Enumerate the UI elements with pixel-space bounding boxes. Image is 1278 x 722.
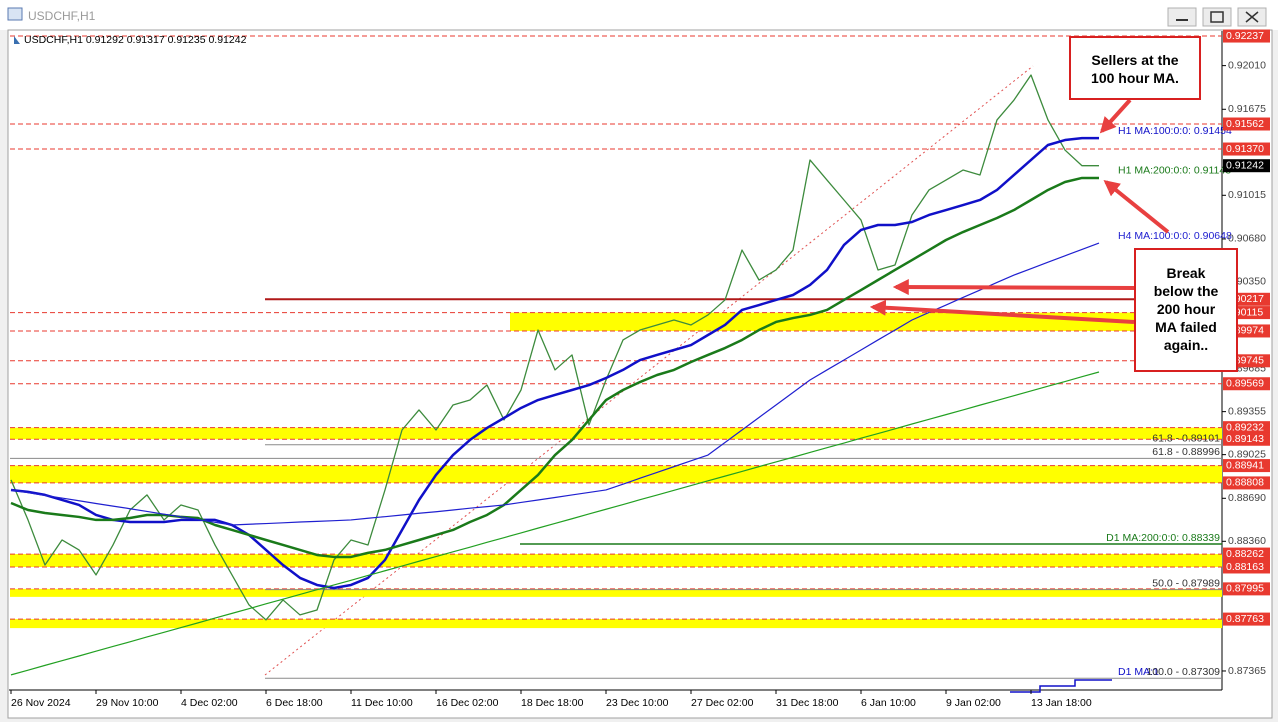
last-price-label: 0.91242 [1226, 159, 1264, 171]
last-price-box [1223, 159, 1270, 173]
level-label: 0.89232 [1226, 421, 1264, 433]
annotation-label: 100.0 - 0.87309 [1146, 666, 1220, 678]
x-tick-label: 23 Dec 10:00 [606, 697, 669, 709]
level-label: 0.88941 [1226, 459, 1264, 471]
x-tick-label: 27 Dec 02:00 [691, 697, 754, 709]
y-tick-label: 0.87365 [1228, 665, 1266, 677]
level-box [1223, 476, 1270, 490]
x-tick-label: 13 Jan 18:00 [1031, 697, 1092, 709]
minimize-button[interactable] [1167, 7, 1197, 27]
trend-line [264, 65, 1034, 676]
y-tick-label: 0.89355 [1228, 405, 1266, 417]
support-zone [10, 588, 1222, 597]
level-label: 0.88163 [1226, 561, 1264, 573]
annotation-label: 50.0 - 0.87989 [1152, 577, 1220, 589]
callout: Sellers at the 100 hour MA. [1069, 36, 1201, 100]
window-title: USDCHF,H1 [28, 9, 96, 23]
chart-frame [7, 29, 1273, 719]
level-box [1223, 421, 1270, 435]
x-tick-label: 6 Jan 10:00 [861, 697, 916, 709]
support-zone [10, 619, 1222, 629]
level-label: 0.87763 [1226, 613, 1264, 625]
price-line [10, 74, 1099, 621]
level-box [1223, 432, 1270, 446]
y-tick-label: 0.91015 [1228, 189, 1266, 201]
x-tick-label: 18 Dec 18:00 [521, 697, 584, 709]
ma-label: H1 MA:100:0:0: 0.91454 [1118, 125, 1232, 137]
level-label: 0.89569 [1226, 378, 1264, 390]
x-tick-label: 29 Nov 10:00 [96, 697, 159, 709]
level-box [1223, 582, 1270, 596]
ma-line [10, 176, 1099, 559]
level-label: 0.91562 [1226, 118, 1264, 130]
close-icon [1245, 11, 1259, 23]
y-tick-label: 0.88690 [1228, 492, 1266, 504]
x-tick-label: 6 Dec 18:00 [266, 697, 323, 709]
ma-label: H1 MA:200:0:0: 0.91148 [1118, 165, 1231, 177]
symbol-icon [14, 36, 20, 44]
y-tick-label: 0.91675 [1228, 103, 1266, 115]
level-label: 0.92237 [1226, 30, 1264, 42]
annotation-label: 61.8 - 0.89101 [1152, 433, 1220, 445]
window-icon [7, 7, 23, 21]
level-label: 0.89143 [1226, 433, 1264, 445]
level-box [1223, 560, 1270, 574]
callout: Break below the 200 hour MA failed again… [1134, 248, 1238, 372]
d1-ma-label: D1 MA:1 [1118, 666, 1159, 678]
y-tick-label: 0.92010 [1228, 59, 1266, 71]
level-label: 0.91370 [1226, 143, 1264, 155]
ma-line [10, 136, 1099, 590]
title-bar [0, 0, 1278, 30]
ma-line [10, 371, 1100, 676]
level-box [1223, 547, 1270, 561]
support-zone [10, 465, 1222, 483]
level-label: 0.88808 [1226, 477, 1264, 489]
x-tick-label: 16 Dec 02:00 [436, 697, 499, 709]
level-box [1223, 612, 1270, 626]
level-label: 0.87995 [1226, 583, 1264, 595]
support-zone [510, 312, 1222, 331]
x-tick-label: 4 Dec 02:00 [181, 697, 238, 709]
level-box [1223, 117, 1270, 131]
chart-title: USDCHF,H1 0.91292 0.91317 0.91235 0.9124… [24, 34, 247, 46]
level-box [1223, 459, 1270, 473]
y-tick-label: 0.88360 [1228, 535, 1266, 547]
maximize-button[interactable] [1202, 7, 1232, 27]
annotation-label: D1 MA:200:0:0: 0.88339 [1106, 532, 1220, 544]
level-label: 0.88262 [1226, 548, 1264, 560]
maximize-icon [1210, 11, 1224, 23]
y-tick-label: 0.89025 [1228, 448, 1266, 460]
y-tick-label: 0.90680 [1228, 233, 1266, 245]
level-box [1223, 142, 1270, 156]
support-zone [10, 427, 1222, 440]
x-tick-label: 26 Nov 2024 [11, 697, 71, 709]
d1-ma-line [1010, 679, 1112, 693]
level-box [1223, 377, 1270, 391]
x-tick-label: 11 Dec 10:00 [351, 697, 413, 709]
x-tick-label: 31 Dec 18:00 [776, 697, 839, 709]
support-zone [10, 554, 1222, 567]
x-tick-label: 9 Jan 02:00 [946, 697, 1001, 709]
ma-label: H4 MA:100:0:0: 0.90648 [1118, 230, 1232, 242]
annotation-label: 61.8 - 0.88996 [1152, 446, 1220, 458]
level-box [1223, 29, 1270, 43]
